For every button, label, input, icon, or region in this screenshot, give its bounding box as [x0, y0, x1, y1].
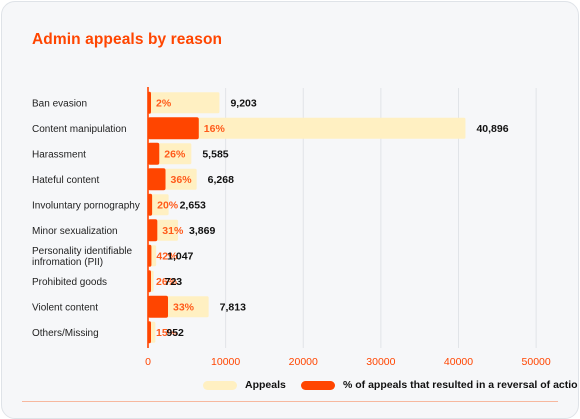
- category-label: Others/Missing: [32, 328, 99, 339]
- reversal-bar: [148, 142, 160, 165]
- appeals-value-label: 5,585: [202, 149, 228, 161]
- category-label: Involuntary pornography: [32, 200, 140, 211]
- percent-label: 15%: [156, 327, 178, 339]
- appeals-value-label: 6,268: [208, 174, 234, 186]
- percent-label: 2%: [156, 98, 172, 110]
- percent-label: 42%: [156, 251, 178, 263]
- bottom-divider: [22, 401, 558, 402]
- chart-title: Admin appeals by reason: [32, 31, 223, 48]
- legend-swatch-reversal: [301, 380, 335, 390]
- legend-label-reversal: % of appeals that resulted in a reversal…: [343, 379, 579, 391]
- reversal-bar: [148, 244, 152, 267]
- percent-label: 26%: [164, 149, 186, 161]
- category-label: infromation (PII): [32, 257, 103, 268]
- percent-label: 31%: [162, 225, 184, 237]
- x-tick-label: 20000: [289, 356, 318, 368]
- legend-item-appeals: Appeals: [203, 375, 286, 395]
- category-label: Harassment: [32, 149, 86, 160]
- appeals-bar: [148, 194, 169, 216]
- legend-label-appeals: Appeals: [245, 379, 286, 391]
- reversal-bar: [148, 295, 169, 318]
- reversal-bar: [148, 117, 199, 140]
- appeals-value-label: 7,813: [220, 302, 246, 314]
- percent-label: 36%: [171, 174, 193, 186]
- category-label: Violent content: [32, 302, 98, 313]
- category-label: Ban evasion: [32, 98, 87, 109]
- appeals-bar: [148, 92, 220, 114]
- appeals-value-label: 2,653: [180, 200, 206, 212]
- reversal-bar: [148, 193, 153, 216]
- category-label: Prohibited goods: [32, 277, 107, 288]
- appeals-value-label: 723: [165, 276, 183, 288]
- appeals-bar: [148, 117, 466, 139]
- x-tick-label: 50000: [522, 356, 551, 368]
- percent-label: 16%: [204, 123, 226, 135]
- appeals-value-label: 1,047: [167, 251, 193, 263]
- legend: Appeals % of appeals that resulted in a …: [2, 375, 578, 395]
- legend-item-reversal: % of appeals that resulted in a reversal…: [301, 375, 579, 395]
- percent-label: 26%: [156, 276, 178, 288]
- appeals-value-label: 40,896: [476, 123, 508, 135]
- category-label: Content manipulation: [32, 124, 127, 135]
- appeals-value-label: 3,869: [189, 225, 215, 237]
- x-tick-label: 0: [145, 356, 151, 368]
- reversal-bar: [148, 219, 158, 242]
- x-tick-label: 30000: [366, 356, 395, 368]
- percent-label: 33%: [173, 302, 195, 314]
- category-label: Minor sexualization: [32, 226, 118, 237]
- legend-swatch-appeals: [203, 380, 237, 390]
- x-tick-label: 40000: [444, 356, 473, 368]
- appeals-value-label: 9,203: [230, 98, 256, 110]
- reversal-bar: [148, 168, 166, 191]
- appeals-value-label: 952: [166, 327, 184, 339]
- category-label: Personality identifiable: [32, 246, 132, 257]
- x-tick-label: 10000: [211, 356, 240, 368]
- category-label: Hateful content: [32, 175, 99, 186]
- percent-label: 20%: [157, 200, 179, 212]
